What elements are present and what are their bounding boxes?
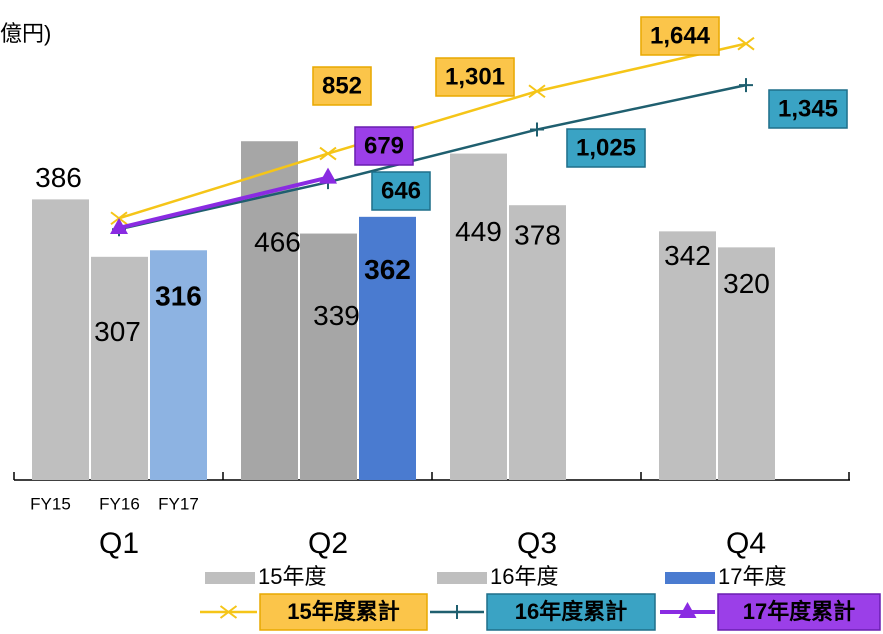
- unit-label: 億円): [0, 21, 51, 46]
- bar: [150, 250, 207, 480]
- legend-label: 15年度: [258, 564, 326, 589]
- legend-marker: [450, 605, 464, 619]
- legend-swatch: [205, 572, 255, 584]
- line-value-label: 852: [322, 72, 362, 99]
- bar: [32, 199, 89, 480]
- bar: [659, 231, 716, 480]
- line: [118, 42, 747, 220]
- bar: [509, 205, 566, 480]
- line-value-box: [354, 126, 414, 166]
- line-marker: [528, 84, 546, 99]
- x-tick-label: Q4: [726, 527, 766, 560]
- line-marker: [319, 167, 337, 184]
- line-value-box: [640, 16, 720, 56]
- line: [118, 83, 747, 231]
- legend-box: [717, 593, 881, 631]
- group-label: FY16: [99, 494, 140, 513]
- x-tick-label: Q2: [308, 527, 348, 560]
- line-value-box: [312, 66, 372, 106]
- line-marker: [739, 78, 753, 93]
- bar-value-label: 316: [155, 281, 202, 312]
- line-value-box: [768, 89, 848, 129]
- legend-box: [486, 593, 656, 631]
- legend-box: [259, 593, 428, 631]
- bar-value-label: 342: [664, 240, 711, 271]
- legend-label: 16年度累計: [515, 599, 627, 624]
- line-marker: [110, 217, 128, 234]
- line-value-label: 646: [381, 177, 421, 204]
- bar-value-label: 378: [514, 220, 561, 251]
- line-value-label: 1,025: [576, 134, 636, 161]
- legend-swatch: [437, 572, 487, 584]
- bar: [300, 233, 357, 480]
- line-marker: [737, 36, 755, 51]
- line-marker: [530, 122, 544, 137]
- legend-swatch: [665, 572, 715, 584]
- line-value-box: [371, 171, 431, 211]
- legend-label: 17年度累計: [743, 599, 855, 624]
- bar-value-label: 307: [94, 316, 141, 347]
- bar-value-label: 320: [723, 268, 770, 299]
- group-label: FY17: [158, 494, 199, 513]
- bar: [359, 216, 416, 481]
- x-tick-label: Q1: [99, 527, 139, 560]
- bar-value-label: 449: [455, 216, 502, 247]
- line-marker: [319, 146, 337, 161]
- line-value-label: 679: [364, 132, 404, 159]
- line-value-label: 1,301: [445, 63, 505, 90]
- group-label: FY15: [30, 494, 71, 513]
- bar-value-label: 386: [35, 162, 82, 193]
- legend-marker: [678, 602, 697, 618]
- bar-value-label: 339: [313, 300, 360, 331]
- legend-marker: [219, 605, 238, 619]
- bar-value-label: 466: [254, 227, 301, 258]
- line: [118, 175, 329, 230]
- legend-label: 15年度累計: [287, 599, 399, 624]
- line-value-label: 1,345: [778, 95, 838, 122]
- line-value-box: [435, 57, 515, 97]
- x-tick-label: Q3: [517, 527, 557, 560]
- line-value-label: 1,644: [650, 22, 711, 49]
- legend-label: 17年度: [718, 564, 786, 589]
- line-value-box: [566, 128, 646, 168]
- bar: [450, 153, 507, 481]
- bar: [718, 247, 775, 480]
- bar-value-label: 362: [364, 254, 411, 285]
- bar: [91, 256, 148, 480]
- legend-label: 16年度: [490, 564, 558, 589]
